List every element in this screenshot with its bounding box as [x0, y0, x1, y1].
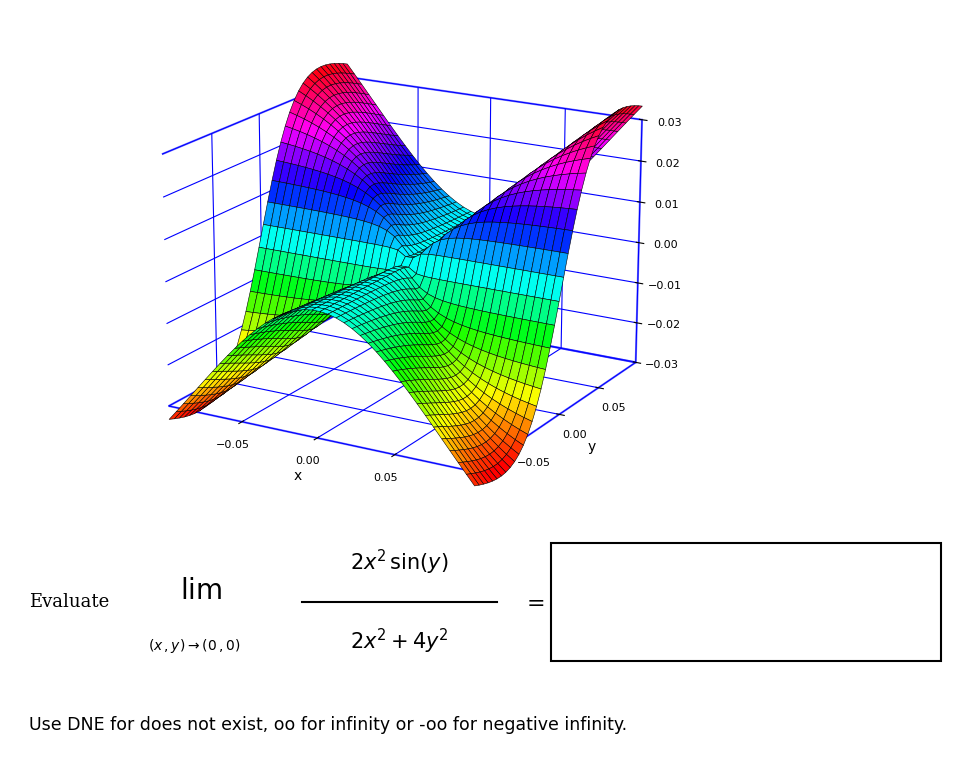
- Text: $2x^2+4y^2$: $2x^2+4y^2$: [350, 627, 449, 656]
- X-axis label: x: x: [293, 469, 302, 483]
- Text: $=$: $=$: [522, 591, 544, 613]
- FancyBboxPatch shape: [551, 543, 941, 661]
- Text: $\lim$: $\lim$: [180, 578, 222, 605]
- Text: $2x^2\,\mathrm{sin}(y)$: $2x^2\,\mathrm{sin}(y)$: [350, 548, 449, 577]
- Text: Evaluate: Evaluate: [29, 593, 109, 611]
- Text: Use DNE for does not exist, oo for infinity or -oo for negative infinity.: Use DNE for does not exist, oo for infin…: [29, 716, 627, 734]
- Y-axis label: y: y: [587, 440, 596, 454]
- Text: $(x\,,y)\rightarrow(0\,,0)$: $(x\,,y)\rightarrow(0\,,0)$: [148, 637, 241, 655]
